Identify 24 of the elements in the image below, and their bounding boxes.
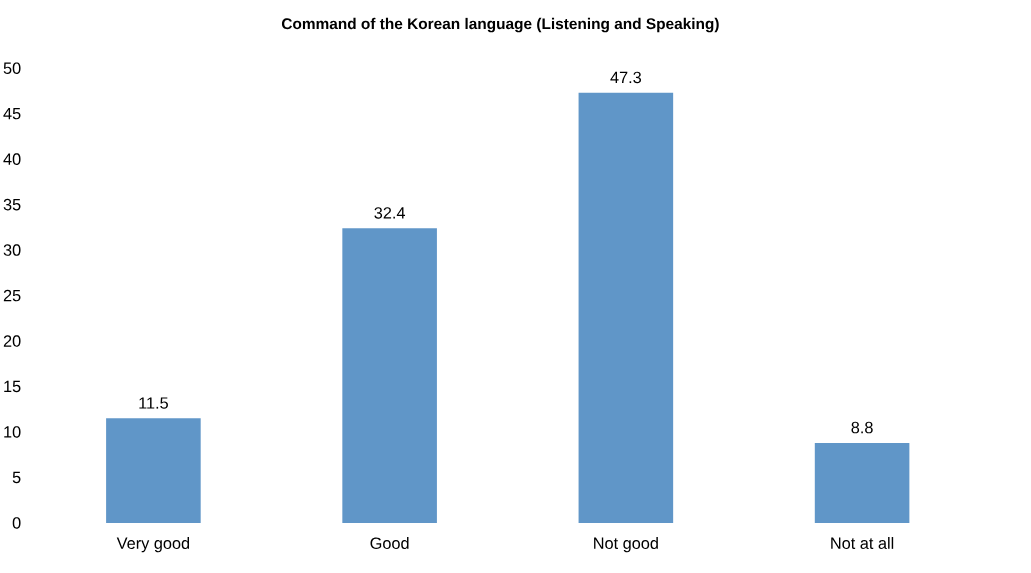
bar [342, 228, 437, 523]
bar [814, 442, 910, 523]
y-tick-label: 40 [3, 153, 21, 165]
y-tick-label: 5 [12, 471, 21, 484]
y-tick-label: 35 [3, 198, 21, 211]
y-tick-label: 15 [4, 380, 21, 393]
x-tick-label: Good [370, 537, 409, 550]
y-tick-label: 0 [12, 517, 21, 529]
bar [578, 92, 674, 523]
bar [106, 418, 201, 523]
y-tick-label: 25 [3, 289, 21, 302]
x-tick-label: Not good [594, 537, 658, 553]
y-tick-label: 45 [3, 108, 21, 120]
y-tick-label: 50 [3, 62, 21, 75]
y-tick-label: 30 [3, 244, 21, 256]
data-label: 47.3 [610, 71, 642, 84]
y-tick-label: 20 [3, 335, 21, 347]
data-label: 32.4 [374, 207, 406, 219]
data-label: 8.8 [851, 421, 873, 434]
y-tick-label: 10 [4, 426, 21, 438]
x-tick-label: Very good [116, 537, 190, 553]
chart-title: Command of the Korean language (Listening and Speaking) [281, 17, 719, 33]
x-tick-label: Not at all [831, 537, 894, 550]
data-label: 11.5 [139, 397, 168, 409]
